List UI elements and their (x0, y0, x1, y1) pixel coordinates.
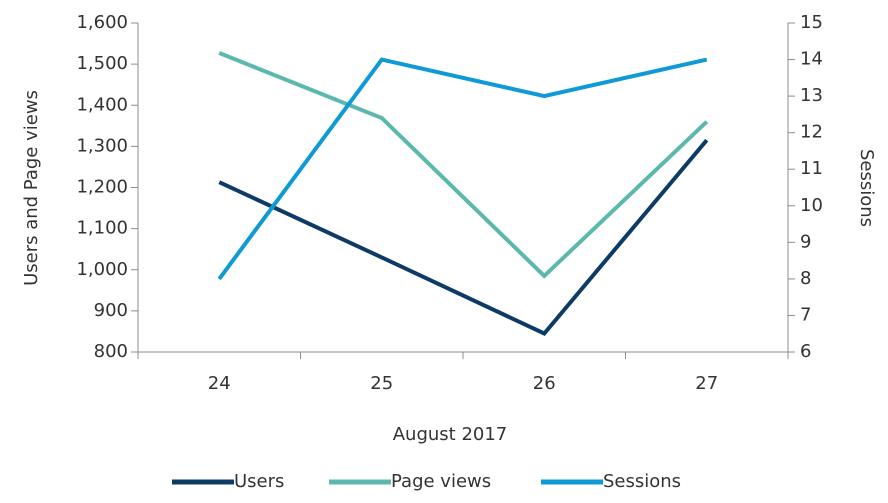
x-tick-label: 26 (533, 373, 556, 394)
x-tick-label: 25 (370, 373, 393, 394)
series-line (218, 51, 709, 279)
y2-tick-label: 14 (800, 49, 823, 70)
series-line (217, 57, 708, 281)
y-tick-label: 1,000 (76, 259, 128, 280)
y-axis-label: Users and Page views (21, 90, 42, 286)
y2-tick-label: 9 (800, 231, 811, 252)
y2-tick-label: 8 (800, 268, 811, 289)
y2-tick-label: 10 (800, 195, 823, 216)
y-tick-label: 1,300 (76, 135, 128, 156)
y2-tick-label: 12 (800, 122, 823, 143)
y2-tick-label: 7 (800, 304, 811, 325)
y-tick-label: 1,600 (76, 12, 128, 33)
x-tick-label: 24 (208, 373, 231, 394)
y2-tick-label: 11 (800, 158, 823, 179)
y-tick-label: 900 (94, 300, 128, 321)
y-tick-label: 1,500 (76, 53, 128, 74)
series-line (218, 138, 709, 336)
y-tick-label: 800 (94, 341, 128, 362)
y2-tick-label: 15 (800, 12, 823, 33)
y-tick-label: 1,200 (76, 177, 128, 198)
y2-tick-label: 6 (800, 341, 811, 362)
y-tick-label: 1,400 (76, 94, 128, 115)
legend-label: Sessions (603, 471, 681, 492)
y2-axis-label: Sessions (856, 149, 877, 227)
legend-label: Page views (391, 471, 491, 492)
x-axis-label: August 2017 (393, 424, 508, 445)
y-tick-label: 1,100 (76, 218, 128, 239)
y2-tick-label: 13 (800, 85, 823, 106)
legend-label: Users (234, 471, 284, 492)
x-tick-label: 27 (695, 373, 718, 394)
